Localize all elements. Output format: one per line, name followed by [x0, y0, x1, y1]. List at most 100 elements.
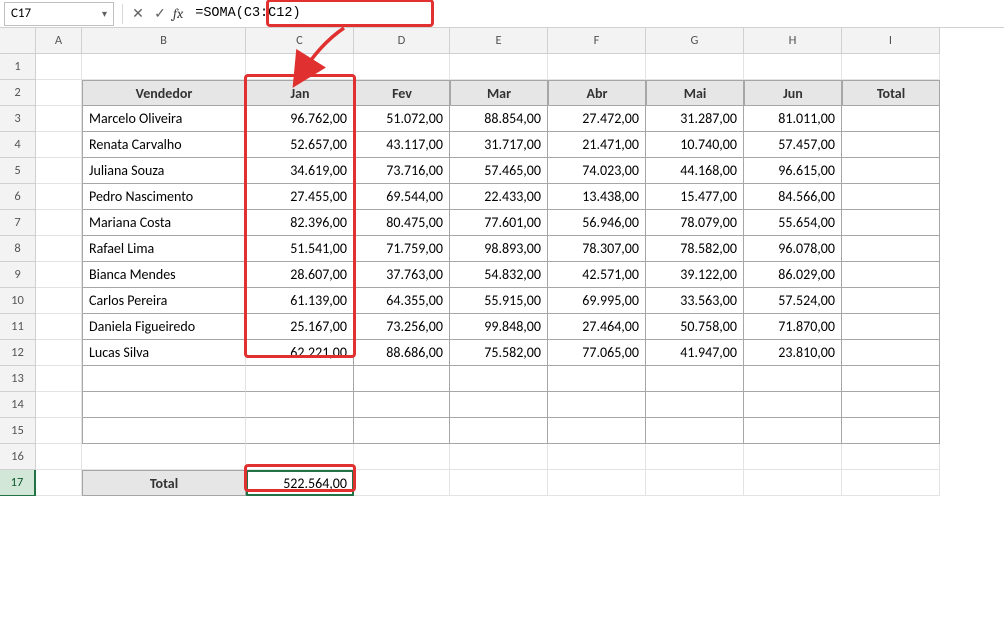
table-header-total[interactable]: Total	[842, 80, 940, 106]
table-cell-name[interactable]: Lucas Silva	[82, 340, 246, 366]
table-cell-empty[interactable]	[246, 392, 354, 418]
table-cell-value[interactable]: 25.167,00	[246, 314, 354, 340]
row-header-2[interactable]: 2	[0, 80, 36, 106]
table-cell-total[interactable]	[842, 236, 940, 262]
table-cell-value[interactable]: 88.686,00	[354, 340, 450, 366]
column-header-H[interactable]: H	[744, 28, 842, 54]
cancel-icon[interactable]: ✕	[127, 3, 149, 25]
table-cell-value[interactable]: 37.763,00	[354, 262, 450, 288]
empty-cell[interactable]	[354, 444, 450, 470]
table-cell-empty[interactable]	[450, 392, 548, 418]
table-header-mar[interactable]: Mar	[450, 80, 548, 106]
table-cell-value[interactable]: 22.433,00	[450, 184, 548, 210]
table-cell-value[interactable]: 78.079,00	[646, 210, 744, 236]
table-cell-empty[interactable]	[82, 418, 246, 444]
table-cell-value[interactable]: 27.455,00	[246, 184, 354, 210]
table-cell-total[interactable]	[842, 106, 940, 132]
table-header-jan[interactable]: Jan	[246, 80, 354, 106]
table-cell-value[interactable]: 82.396,00	[246, 210, 354, 236]
column-header-I[interactable]: I	[842, 28, 940, 54]
table-cell-value[interactable]: 34.619,00	[246, 158, 354, 184]
table-header-jun[interactable]: Jun	[744, 80, 842, 106]
chevron-down-icon[interactable]: ▾	[102, 7, 107, 20]
table-cell-value[interactable]: 77.065,00	[548, 340, 646, 366]
empty-cell[interactable]	[36, 314, 82, 340]
table-cell-total[interactable]	[842, 288, 940, 314]
column-header-D[interactable]: D	[354, 28, 450, 54]
table-cell-value[interactable]: 78.307,00	[548, 236, 646, 262]
empty-cell[interactable]	[842, 470, 940, 496]
table-cell-empty[interactable]	[646, 366, 744, 392]
table-cell-total[interactable]	[842, 366, 940, 392]
empty-cell[interactable]	[548, 444, 646, 470]
table-cell-value[interactable]: 73.716,00	[354, 158, 450, 184]
table-cell-empty[interactable]	[744, 392, 842, 418]
table-cell-total[interactable]	[842, 340, 940, 366]
empty-cell[interactable]	[246, 54, 354, 80]
empty-cell[interactable]	[646, 54, 744, 80]
total-label[interactable]: Total	[82, 470, 246, 496]
table-cell-value[interactable]: 42.571,00	[548, 262, 646, 288]
table-cell-empty[interactable]	[82, 392, 246, 418]
empty-cell[interactable]	[36, 106, 82, 132]
empty-cell[interactable]	[36, 184, 82, 210]
accept-icon[interactable]: ✓	[149, 3, 171, 25]
empty-cell[interactable]	[36, 236, 82, 262]
row-header-4[interactable]: 4	[0, 132, 36, 158]
table-cell-value[interactable]: 96.078,00	[744, 236, 842, 262]
table-cell-total[interactable]	[842, 184, 940, 210]
empty-cell[interactable]	[36, 288, 82, 314]
table-header-mai[interactable]: Mai	[646, 80, 744, 106]
table-cell-value[interactable]: 15.477,00	[646, 184, 744, 210]
table-cell-value[interactable]: 57.457,00	[744, 132, 842, 158]
table-cell-total[interactable]	[842, 314, 940, 340]
table-cell-empty[interactable]	[246, 366, 354, 392]
empty-cell[interactable]	[246, 444, 354, 470]
table-cell-value[interactable]: 39.122,00	[646, 262, 744, 288]
table-cell-total[interactable]	[842, 418, 940, 444]
table-cell-value[interactable]: 54.832,00	[450, 262, 548, 288]
table-cell-value[interactable]: 64.355,00	[354, 288, 450, 314]
table-cell-name[interactable]: Mariana Costa	[82, 210, 246, 236]
empty-cell[interactable]	[450, 470, 548, 496]
table-header-vendedor[interactable]: Vendedor	[82, 80, 246, 106]
row-header-1[interactable]: 1	[0, 54, 36, 80]
empty-cell[interactable]	[548, 470, 646, 496]
table-cell-value[interactable]: 55.654,00	[744, 210, 842, 236]
table-cell-value[interactable]: 80.475,00	[354, 210, 450, 236]
table-cell-value[interactable]: 41.947,00	[646, 340, 744, 366]
table-cell-total[interactable]	[842, 210, 940, 236]
empty-cell[interactable]	[36, 392, 82, 418]
table-cell-value[interactable]: 43.117,00	[354, 132, 450, 158]
table-cell-empty[interactable]	[548, 392, 646, 418]
table-cell-empty[interactable]	[450, 366, 548, 392]
empty-cell[interactable]	[354, 54, 450, 80]
table-cell-value[interactable]: 50.758,00	[646, 314, 744, 340]
empty-cell[interactable]	[36, 366, 82, 392]
table-cell-value[interactable]: 73.256,00	[354, 314, 450, 340]
row-header-8[interactable]: 8	[0, 236, 36, 262]
table-cell-name[interactable]: Bianca Mendes	[82, 262, 246, 288]
table-cell-empty[interactable]	[548, 366, 646, 392]
empty-cell[interactable]	[744, 54, 842, 80]
empty-cell[interactable]	[36, 340, 82, 366]
table-cell-name[interactable]: Pedro Nascimento	[82, 184, 246, 210]
table-cell-value[interactable]: 13.438,00	[548, 184, 646, 210]
empty-cell[interactable]	[36, 262, 82, 288]
empty-cell[interactable]	[354, 470, 450, 496]
table-cell-name[interactable]: Marcelo Oliveira	[82, 106, 246, 132]
table-cell-empty[interactable]	[82, 366, 246, 392]
table-cell-empty[interactable]	[246, 418, 354, 444]
table-cell-value[interactable]: 57.465,00	[450, 158, 548, 184]
column-header-corner[interactable]	[0, 28, 36, 54]
table-cell-name[interactable]: Rafael Lima	[82, 236, 246, 262]
table-cell-value[interactable]: 71.759,00	[354, 236, 450, 262]
row-header-13[interactable]: 13	[0, 366, 36, 392]
table-cell-value[interactable]: 44.168,00	[646, 158, 744, 184]
empty-cell[interactable]	[842, 444, 940, 470]
name-box[interactable]: C17 ▾	[4, 2, 114, 26]
fx-icon[interactable]: fx	[171, 5, 189, 22]
table-cell-value[interactable]: 52.657,00	[246, 132, 354, 158]
table-cell-value[interactable]: 69.544,00	[354, 184, 450, 210]
row-header-5[interactable]: 5	[0, 158, 36, 184]
